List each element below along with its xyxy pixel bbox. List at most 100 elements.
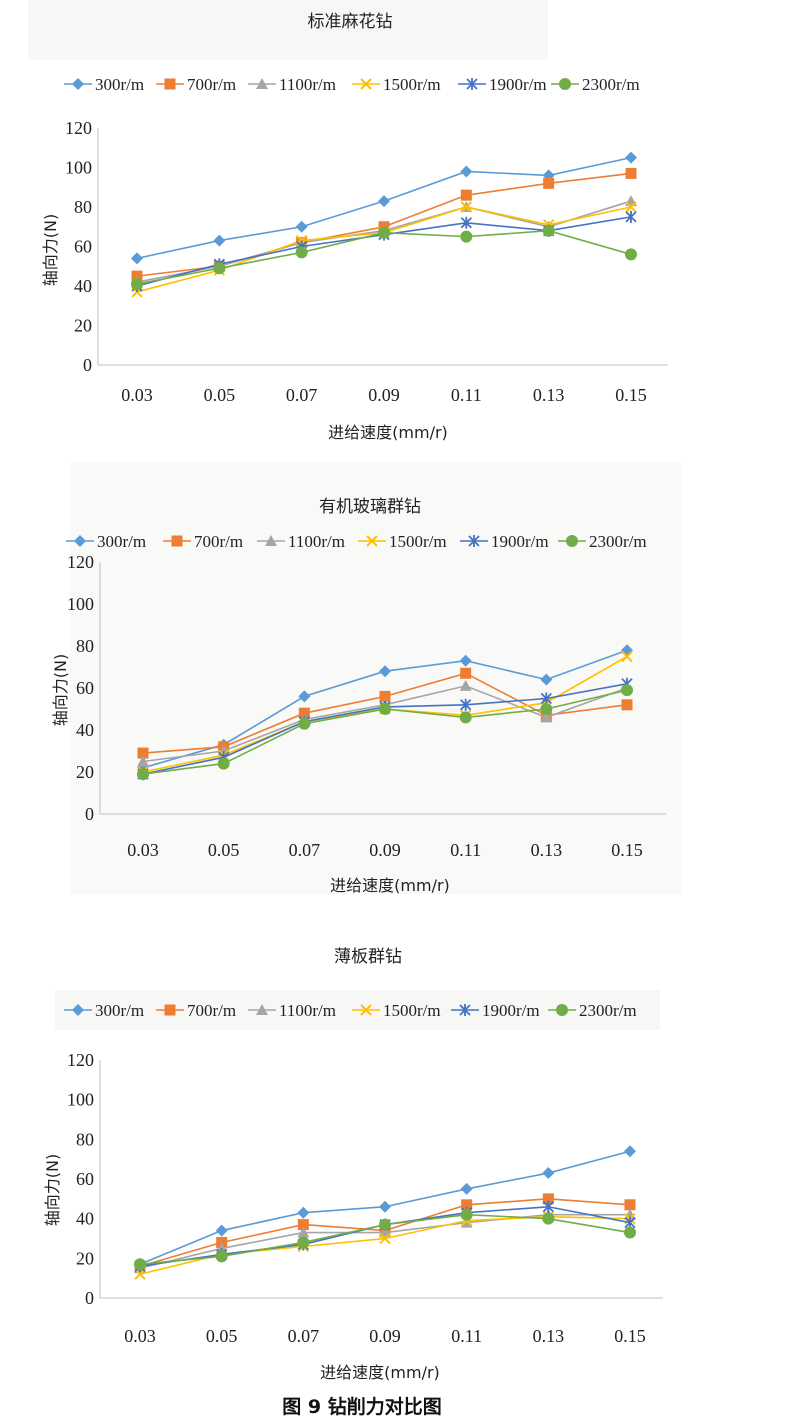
x-axis-label: 进给速度(mm/r) <box>330 876 450 895</box>
data-point <box>625 195 637 207</box>
y-tick-label: 60 <box>76 1169 94 1189</box>
data-point <box>379 690 391 702</box>
axes: 0 20 40 60 80 100 120 0.03 0.05 0.07 0.09 0.11 0.13 0… <box>67 552 666 860</box>
legend-item: 300r/m <box>64 1001 144 1020</box>
data-point <box>297 1226 310 1238</box>
y-tick-label: 120 <box>65 118 92 138</box>
series-1100r-per-m <box>134 1208 636 1274</box>
data-point <box>624 1145 636 1158</box>
legend-marker <box>74 535 86 547</box>
data-point <box>215 1224 228 1237</box>
legend-marker <box>559 78 571 90</box>
series-2300r-per-m <box>137 684 633 781</box>
data-point <box>460 698 472 711</box>
legend-item: 1100r/m <box>248 1001 336 1020</box>
data-point <box>213 262 226 275</box>
data-point <box>295 220 308 233</box>
legend-item: 1900r/m <box>458 75 547 94</box>
series-line <box>136 206 632 293</box>
x-tick-label: 0.07 <box>289 840 321 860</box>
data-point <box>298 717 311 730</box>
data-point <box>625 201 637 213</box>
data-point <box>460 667 472 679</box>
data-point <box>379 1218 391 1231</box>
legend-label: 1500r/m <box>389 532 447 551</box>
y-tick-label: 60 <box>74 237 92 257</box>
data-point <box>624 1199 636 1211</box>
series-2300r-per-m <box>134 1208 636 1271</box>
x-tick-label: 0.13 <box>533 1326 565 1346</box>
data-point <box>542 224 555 237</box>
data-point <box>298 707 310 719</box>
legend-label: 700r/m <box>194 532 243 551</box>
legend-label: 700r/m <box>187 1001 236 1020</box>
legend-item: 1900r/m <box>451 1001 540 1020</box>
data-point <box>459 711 472 724</box>
data-point <box>379 665 391 678</box>
legend-marker <box>556 1004 568 1016</box>
legend-item: 300r/m <box>66 532 146 551</box>
data-point <box>542 1193 554 1205</box>
x-tick-label: 0.15 <box>614 1326 646 1346</box>
x-tick-label: 0.03 <box>127 840 159 860</box>
legend-label: 1900r/m <box>489 75 547 94</box>
y-tick-label: 80 <box>76 1129 94 1149</box>
y-tick-label: 40 <box>76 720 94 740</box>
data-point <box>297 1219 309 1231</box>
data-point <box>542 1200 554 1213</box>
x-tick-label: 0.11 <box>450 840 481 860</box>
x-axis-label: 进给速度(mm/r) <box>328 423 448 442</box>
data-point <box>460 1182 473 1195</box>
axes: 0 20 40 60 80 100 120 0.03 0.05 0.07 0.09 0.11 0.13 0… <box>65 118 668 405</box>
y-tick-label: 80 <box>74 197 92 217</box>
legend-item: 1500r/m <box>352 1001 441 1020</box>
legend-marker <box>360 1004 372 1016</box>
legend: 300r/m 700r/m 1100r/m 1500r/m 1900r/m 2300r/m <box>64 75 640 94</box>
chart-title: 有机玻璃群钻 <box>319 497 421 517</box>
legend: 300r/m 700r/m 1100r/m 1500r/m 1900r/m 2300r/m <box>64 1001 637 1020</box>
legend-label: 1100r/m <box>279 75 336 94</box>
data-point <box>460 165 473 178</box>
legend-label: 2300r/m <box>589 532 647 551</box>
data-point <box>621 650 633 663</box>
legend-item: 700r/m <box>163 532 243 551</box>
legend-item: 1100r/m <box>248 75 336 94</box>
legend-item: 1100r/m <box>257 532 345 551</box>
data-point <box>378 226 390 239</box>
data-point <box>298 690 311 703</box>
y-tick-label: 80 <box>76 636 94 656</box>
chart-thin-plate-group-drill: 薄板群钻 进给速度(mm/r) 轴向力(N) 0 20 40 60 80 100 120 0.… <box>43 947 663 1382</box>
x-tick-label: 0.09 <box>369 840 401 860</box>
data-point <box>460 189 472 201</box>
legend-marker <box>164 78 176 90</box>
data-point <box>460 201 473 213</box>
data-point <box>540 692 552 705</box>
legend-marker <box>72 1004 84 1016</box>
data-point <box>540 703 553 715</box>
legend-marker <box>72 78 84 90</box>
chart-title: 标准麻花钻 <box>308 12 393 32</box>
legend-marker <box>256 78 268 89</box>
chart-plexiglass-group-drill: 有机玻璃群钻 进给速度(mm/r) 轴向力(N) 0 20 40 60 80 100 120… <box>51 462 682 895</box>
data-point <box>543 177 555 189</box>
data-point <box>460 230 473 243</box>
legend-marker <box>366 535 378 547</box>
legend-item: 300r/m <box>64 75 144 94</box>
data-point <box>625 248 637 261</box>
data-point <box>134 1258 146 1271</box>
legend: 300r/m 700r/m 1100r/m 1500r/m 1900r/m 2300r/m <box>66 532 647 551</box>
y-tick-label: 0 <box>83 355 92 375</box>
data-point <box>379 1232 391 1245</box>
data-point <box>137 768 149 781</box>
y-axis-label: 轴向力(N) <box>41 214 60 286</box>
x-tick-label: 0.03 <box>124 1326 156 1346</box>
legend-item: 2300r/m <box>558 532 647 551</box>
data-point <box>542 1212 555 1225</box>
data-point <box>459 679 472 691</box>
data-point <box>378 195 390 208</box>
data-point <box>460 1208 473 1221</box>
legend-marker <box>466 78 478 90</box>
legend-label: 1100r/m <box>288 532 345 551</box>
series-2300r-per-m <box>131 224 637 291</box>
x-tick-label: 0.07 <box>286 385 318 405</box>
